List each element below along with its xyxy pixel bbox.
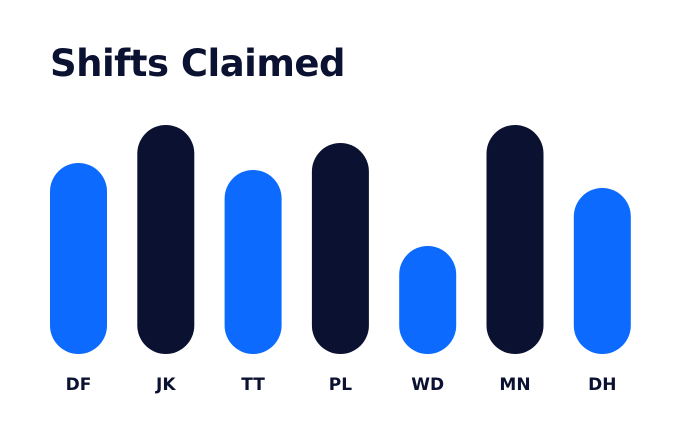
- bar-mn: [486, 125, 544, 354]
- category-label-mn: MN: [499, 375, 530, 395]
- bar-wd: [399, 246, 457, 354]
- bar-pl: [311, 143, 369, 354]
- category-label-jk: JK: [155, 375, 176, 395]
- category-label-tt: TT: [241, 375, 265, 395]
- bar-tt: [224, 170, 282, 354]
- category-label-pl: PL: [329, 375, 352, 395]
- bar-dh: [573, 188, 631, 354]
- category-label-dh: DH: [588, 375, 616, 395]
- bar-jk: [137, 125, 195, 354]
- category-label-wd: WD: [411, 375, 444, 395]
- bar-df: [50, 163, 107, 354]
- chart-title: Shifts Claimed: [50, 42, 345, 85]
- category-label-df: DF: [66, 375, 92, 395]
